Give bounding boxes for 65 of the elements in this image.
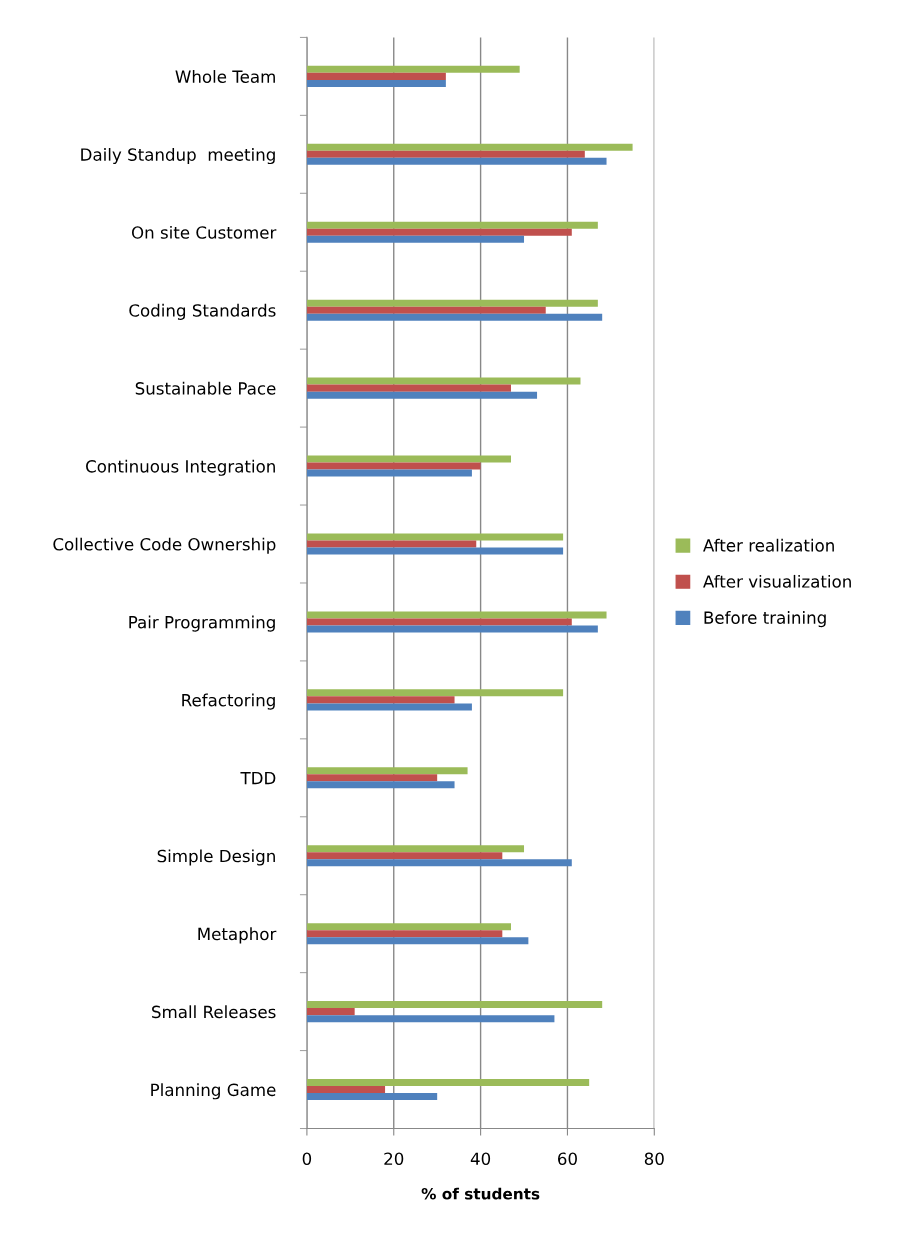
bar xyxy=(306,845,525,853)
y-tick-label: Planning Game xyxy=(151,1083,276,1100)
bar xyxy=(306,150,585,158)
bar xyxy=(306,781,455,789)
bar xyxy=(306,1015,555,1023)
y-tick-label: Daily Standup meeting xyxy=(81,147,275,165)
y-tick-label: Small Releases xyxy=(152,1005,276,1019)
bar xyxy=(306,852,503,860)
legend-label: After realization xyxy=(703,538,834,552)
x-tick-label: 40 xyxy=(470,1152,491,1166)
legend-label: After visualization xyxy=(703,574,851,588)
legend-label: Before training xyxy=(704,611,826,628)
bar xyxy=(306,689,564,697)
x-tick-label: 60 xyxy=(558,1152,577,1166)
x-tick-label: 80 xyxy=(644,1152,664,1166)
bar xyxy=(306,299,598,307)
y-tick-label: On site Customer xyxy=(131,225,277,239)
bar xyxy=(306,143,633,151)
x-tick-label: 0 xyxy=(302,1152,312,1166)
bar xyxy=(306,625,598,633)
y-tick-label: Collective Code Ownership xyxy=(53,537,276,554)
bar xyxy=(306,767,468,775)
y-tick-label: Metaphor xyxy=(198,927,277,944)
bar xyxy=(306,72,446,80)
bar xyxy=(306,703,472,711)
y-tick-label: Whole Team xyxy=(175,70,275,83)
y-tick-label: Pair Programming xyxy=(129,615,275,632)
bar xyxy=(306,533,564,541)
bar xyxy=(306,540,477,548)
y-tick-label: Refactoring xyxy=(182,693,275,710)
bar xyxy=(306,618,572,626)
bar xyxy=(306,79,446,87)
bar xyxy=(306,611,607,619)
bar xyxy=(306,157,607,165)
bar xyxy=(306,235,525,243)
bar xyxy=(306,547,564,555)
bar xyxy=(306,696,455,704)
bar xyxy=(306,377,581,385)
bar xyxy=(306,221,598,229)
bar xyxy=(306,65,520,73)
bar xyxy=(306,313,603,321)
bar xyxy=(306,1079,590,1087)
x-axis-title: % of students xyxy=(421,1187,540,1200)
bar xyxy=(306,228,572,236)
y-tick-label: Simple Design xyxy=(157,849,275,866)
bar xyxy=(306,391,538,399)
y-tick-label: Sustainable Pace xyxy=(135,381,276,395)
y-tick-label: Continuous Integration xyxy=(86,459,275,476)
bar xyxy=(306,462,481,470)
bar xyxy=(306,1086,386,1094)
bar xyxy=(306,1001,603,1009)
bar xyxy=(306,306,546,314)
bar xyxy=(306,455,511,463)
bar xyxy=(306,930,503,938)
x-tick-label: 20 xyxy=(384,1152,404,1166)
bar xyxy=(306,469,472,477)
bar xyxy=(306,923,511,931)
bar xyxy=(306,1008,355,1016)
bar xyxy=(306,937,529,945)
bar xyxy=(306,1093,438,1101)
bar xyxy=(306,774,438,782)
y-tick-label: TDD xyxy=(240,772,276,785)
bar xyxy=(306,859,572,867)
bar xyxy=(306,384,511,392)
y-tick-label: Coding Standards xyxy=(129,303,276,320)
